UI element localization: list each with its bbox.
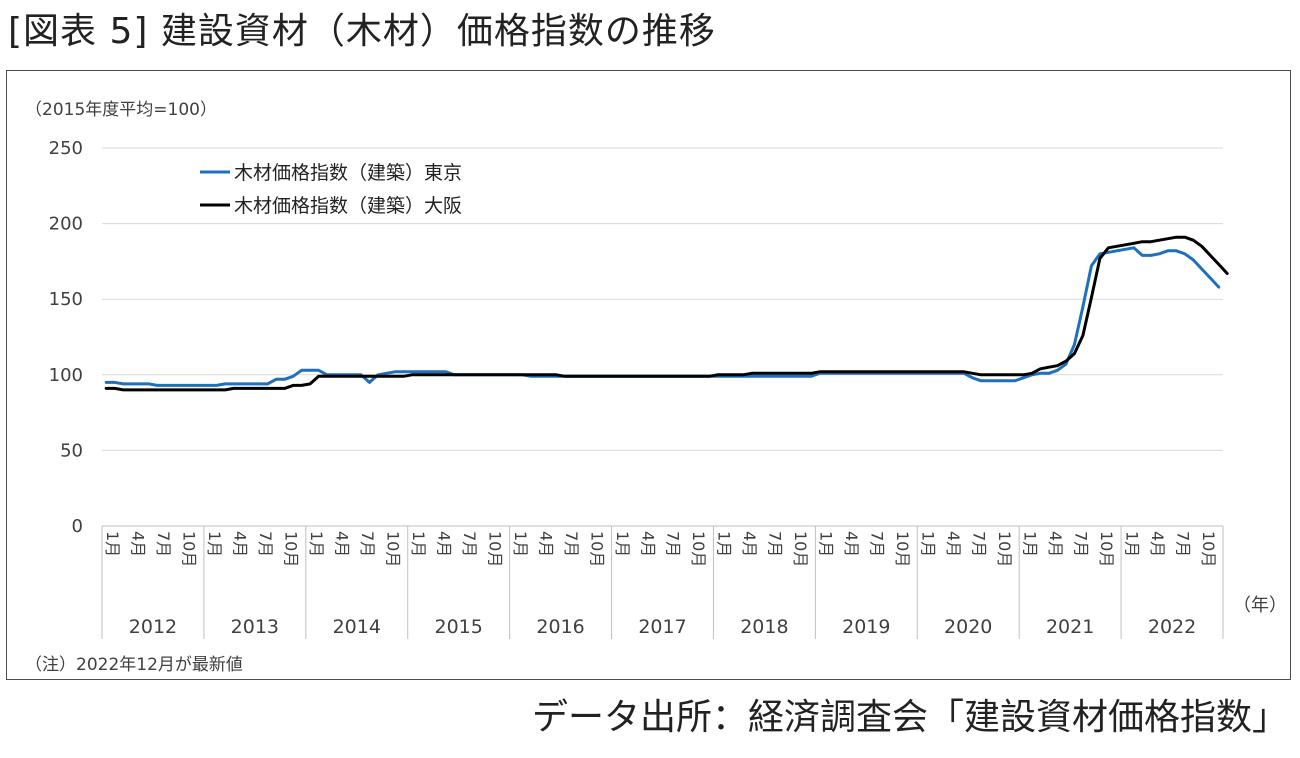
month-label: 1月 bbox=[1122, 531, 1141, 557]
y-tick-200: 200 bbox=[49, 214, 83, 235]
legend: 木材価格指数（建築）東京 木材価格指数（建築）大阪 bbox=[200, 162, 462, 217]
month-label: 10月 bbox=[282, 531, 301, 567]
month-label: 4月 bbox=[1046, 531, 1065, 557]
month-label: 1月 bbox=[919, 531, 938, 557]
month-label: 1月 bbox=[307, 531, 326, 557]
year-label-2018: 2018 bbox=[740, 616, 788, 638]
month-label: 10月 bbox=[1199, 531, 1218, 567]
y-axis-label: （2015年度平均=100） bbox=[25, 100, 217, 120]
series-lines bbox=[104, 235, 1229, 392]
month-label: 10月 bbox=[383, 531, 402, 567]
month-label: 4月 bbox=[129, 531, 148, 557]
month-label: 10月 bbox=[485, 531, 504, 567]
legend-label-osaka: 木材価格指数（建築）大阪 bbox=[234, 195, 462, 217]
month-label: 1月 bbox=[511, 531, 530, 557]
month-label: 7月 bbox=[766, 531, 785, 557]
month-label: 1月 bbox=[715, 531, 734, 557]
data-source: データ出所：経済調査会「建設資材価格指数」 bbox=[531, 697, 1288, 738]
y-tick-250: 250 bbox=[49, 138, 83, 159]
year-label-2016: 2016 bbox=[536, 616, 584, 638]
month-label: 1月 bbox=[613, 531, 632, 557]
month-label: 7月 bbox=[460, 531, 479, 557]
month-label: 1月 bbox=[1020, 531, 1039, 557]
month-label: 7月 bbox=[1173, 531, 1192, 557]
month-label: 7月 bbox=[1071, 531, 1090, 557]
series-line-osaka bbox=[104, 235, 1229, 392]
month-label: 7月 bbox=[256, 531, 275, 557]
month-label: 7月 bbox=[358, 531, 377, 557]
footnote: （注）2022年12月が最新値 bbox=[25, 655, 243, 675]
month-label: 7月 bbox=[969, 531, 988, 557]
month-label: 7月 bbox=[562, 531, 581, 557]
month-label: 4月 bbox=[740, 531, 759, 557]
year-label-2014: 2014 bbox=[333, 616, 381, 638]
page-title: [図表 5] 建設資材（木材）価格指数の推移 bbox=[8, 11, 716, 52]
year-label-2017: 2017 bbox=[638, 616, 686, 638]
month-label: 4月 bbox=[842, 531, 861, 557]
month-label: 1月 bbox=[103, 531, 122, 557]
month-label: 4月 bbox=[638, 531, 657, 557]
month-label: 4月 bbox=[1148, 531, 1167, 557]
month-label: 10月 bbox=[995, 531, 1014, 567]
month-label: 10月 bbox=[1097, 531, 1116, 567]
year-label-2012: 2012 bbox=[129, 616, 177, 638]
y-tick-100: 100 bbox=[49, 365, 83, 386]
year-label-2022: 2022 bbox=[1148, 616, 1196, 638]
legend-label-tokyo: 木材価格指数（建築）東京 bbox=[234, 162, 462, 184]
x-axis-unit: （年） bbox=[1233, 595, 1287, 616]
y-tick-0: 0 bbox=[72, 516, 83, 537]
month-label: 10月 bbox=[893, 531, 912, 567]
month-label: 4月 bbox=[944, 531, 963, 557]
month-label: 10月 bbox=[180, 531, 199, 567]
month-label: 4月 bbox=[333, 531, 352, 557]
month-label: 10月 bbox=[689, 531, 708, 567]
year-label-2020: 2020 bbox=[944, 616, 992, 638]
year-label-2015: 2015 bbox=[435, 616, 483, 638]
month-label: 7月 bbox=[664, 531, 683, 557]
month-label: 7月 bbox=[154, 531, 173, 557]
month-label: 1月 bbox=[205, 531, 224, 557]
month-label: 4月 bbox=[434, 531, 453, 557]
month-label: 7月 bbox=[868, 531, 887, 557]
y-tick-50: 50 bbox=[60, 440, 83, 461]
month-label: 4月 bbox=[536, 531, 555, 557]
month-label: 4月 bbox=[231, 531, 250, 557]
month-label: 1月 bbox=[817, 531, 836, 557]
month-label: 10月 bbox=[791, 531, 810, 567]
series-line-tokyo bbox=[104, 246, 1221, 387]
y-tick-labels: 0 50 100 150 200 250 bbox=[49, 138, 83, 537]
year-label-2013: 2013 bbox=[231, 616, 279, 638]
month-label: 1月 bbox=[409, 531, 428, 557]
chart-frame: （2015年度平均=100） 0 50 100 150 200 250 2012 1月 4月 7… bbox=[6, 70, 1291, 680]
y-tick-150: 150 bbox=[49, 289, 83, 310]
year-label-2019: 2019 bbox=[842, 616, 890, 638]
year-label-2021: 2021 bbox=[1046, 616, 1094, 638]
month-label: 10月 bbox=[587, 531, 606, 567]
